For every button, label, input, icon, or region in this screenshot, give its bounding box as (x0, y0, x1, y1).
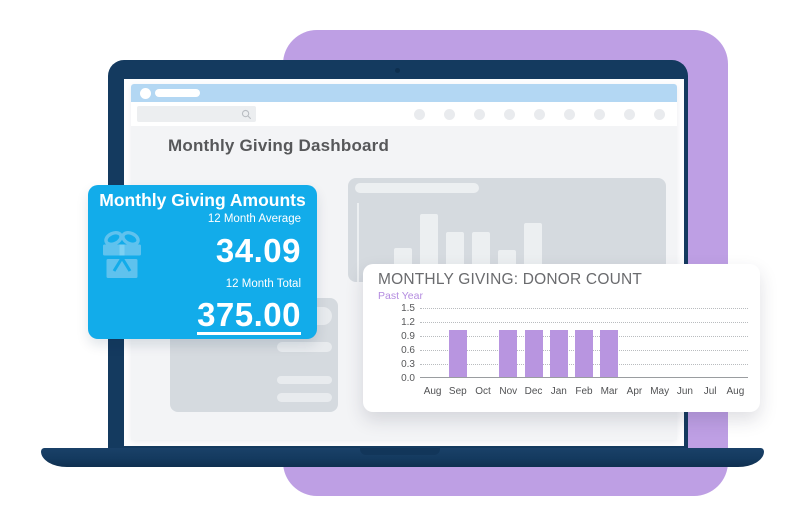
browser-toolbar (131, 102, 677, 126)
placeholder-axis (357, 203, 359, 282)
tab-favicon (140, 87, 151, 99)
x-axis-tick-label: Feb (575, 386, 593, 397)
x-axis-tick-label: Nov (499, 386, 518, 397)
toolbar-button-icon[interactable] (474, 108, 485, 120)
toolbar-button-icon[interactable] (564, 108, 575, 120)
y-axis-tick-label: 0.9 (401, 331, 415, 342)
toolbar-button-icon[interactable] (504, 108, 515, 120)
toolbar-button-icon[interactable] (444, 108, 455, 120)
browser-titlebar (131, 84, 677, 102)
donor-count-bar (499, 330, 518, 377)
x-axis-tick-label: Apr (626, 386, 643, 397)
laptop-base-notch (360, 448, 440, 455)
average-label: 12 Month Average (207, 213, 301, 225)
y-axis-tick-label: 0.6 (401, 345, 415, 356)
search-input[interactable] (137, 106, 256, 122)
toolbar-button-icon[interactable] (534, 108, 545, 120)
monthly-giving-amounts-card: Monthly Giving Amounts 12 Month Average … (88, 185, 317, 339)
placeholder-row (277, 393, 332, 402)
donor-count-bar (448, 330, 467, 377)
total-value: 375.00 (197, 296, 301, 335)
amounts-card-title: Monthly Giving Amounts (99, 190, 306, 210)
average-value: 34.09 (215, 232, 301, 269)
donor-count-bar (524, 330, 543, 377)
gift-icon (103, 230, 141, 278)
toolbar-button-icon[interactable] (594, 108, 605, 120)
placeholder-title-pill (355, 183, 479, 193)
x-axis-tick-label: Aug (726, 386, 745, 397)
y-axis-tick-label: 1.2 (401, 317, 415, 328)
donor-count-bar (549, 330, 568, 377)
search-icon (241, 109, 252, 120)
y-axis-tick-label: 0.3 (401, 359, 415, 370)
toolbar-button-icon[interactable] (624, 108, 635, 120)
placeholder-row (277, 376, 332, 384)
chart-subtitle: Past Year (378, 290, 423, 302)
toolbar-buttons (414, 108, 665, 120)
gridline (420, 308, 748, 309)
donor-chart-plot (420, 308, 748, 378)
gridline (420, 322, 748, 323)
donor-count-bar (600, 330, 619, 377)
donor-count-chart-card: MONTHLY GIVING: DONOR COUNT Past Year 0.… (363, 264, 760, 412)
x-axis-tick-label: Sep (448, 386, 467, 397)
x-axis-tick-label: Jul (703, 386, 717, 397)
browser-tab[interactable] (155, 89, 200, 97)
x-axis-tick-label: Aug (423, 386, 442, 397)
page-title: Monthly Giving Dashboard (168, 136, 390, 155)
placeholder-row (277, 342, 332, 352)
y-axis-tick-label: 1.5 (401, 303, 415, 314)
y-axis-tick-label: 0.0 (401, 373, 415, 384)
toolbar-button-icon[interactable] (654, 108, 665, 120)
x-axis-tick-label: Mar (600, 386, 618, 397)
laptop-base (41, 448, 764, 467)
donor-count-bar (575, 330, 593, 377)
x-axis-tick-label: Oct (475, 386, 491, 397)
webcam-icon (395, 68, 400, 73)
x-axis-tick-label: Dec (524, 386, 543, 397)
total-label: 12 Month Total (225, 278, 301, 290)
toolbar-button-icon[interactable] (414, 108, 425, 120)
x-axis-tick-label: Jun (676, 386, 693, 397)
x-axis-tick-label: May (650, 386, 670, 397)
x-axis-tick-label: Jan (550, 386, 567, 397)
chart-title: MONTHLY GIVING: DONOR COUNT (378, 271, 643, 288)
